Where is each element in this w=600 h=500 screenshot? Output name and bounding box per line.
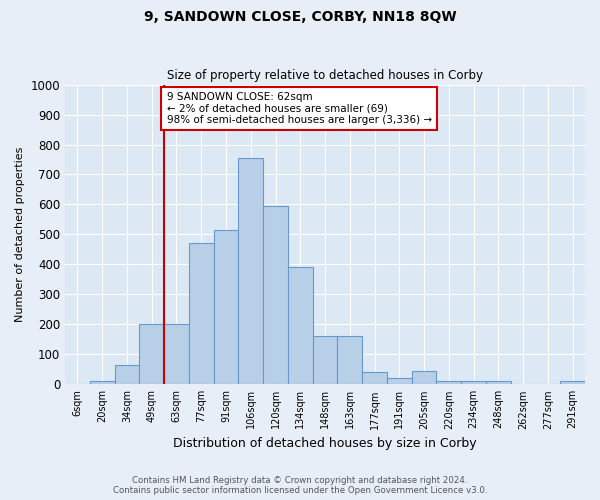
Bar: [288, 268, 313, 384]
Bar: [486, 382, 511, 384]
Bar: [560, 382, 585, 384]
Bar: [461, 382, 486, 384]
Title: Size of property relative to detached houses in Corby: Size of property relative to detached ho…: [167, 69, 483, 82]
Bar: [362, 372, 387, 384]
Bar: [115, 365, 139, 384]
Bar: [214, 230, 238, 384]
Bar: [189, 244, 214, 384]
Bar: [90, 382, 115, 384]
Bar: [337, 336, 362, 384]
Bar: [263, 206, 288, 384]
Bar: [238, 158, 263, 384]
Text: 9, SANDOWN CLOSE, CORBY, NN18 8QW: 9, SANDOWN CLOSE, CORBY, NN18 8QW: [143, 10, 457, 24]
Text: 9 SANDOWN CLOSE: 62sqm
← 2% of detached houses are smaller (69)
98% of semi-deta: 9 SANDOWN CLOSE: 62sqm ← 2% of detached …: [167, 92, 431, 125]
Bar: [387, 378, 412, 384]
Bar: [139, 324, 164, 384]
Bar: [412, 371, 436, 384]
X-axis label: Distribution of detached houses by size in Corby: Distribution of detached houses by size …: [173, 437, 477, 450]
Bar: [313, 336, 337, 384]
Y-axis label: Number of detached properties: Number of detached properties: [15, 146, 25, 322]
Bar: [436, 382, 461, 384]
Text: Contains HM Land Registry data © Crown copyright and database right 2024.
Contai: Contains HM Land Registry data © Crown c…: [113, 476, 487, 495]
Bar: [164, 324, 189, 384]
